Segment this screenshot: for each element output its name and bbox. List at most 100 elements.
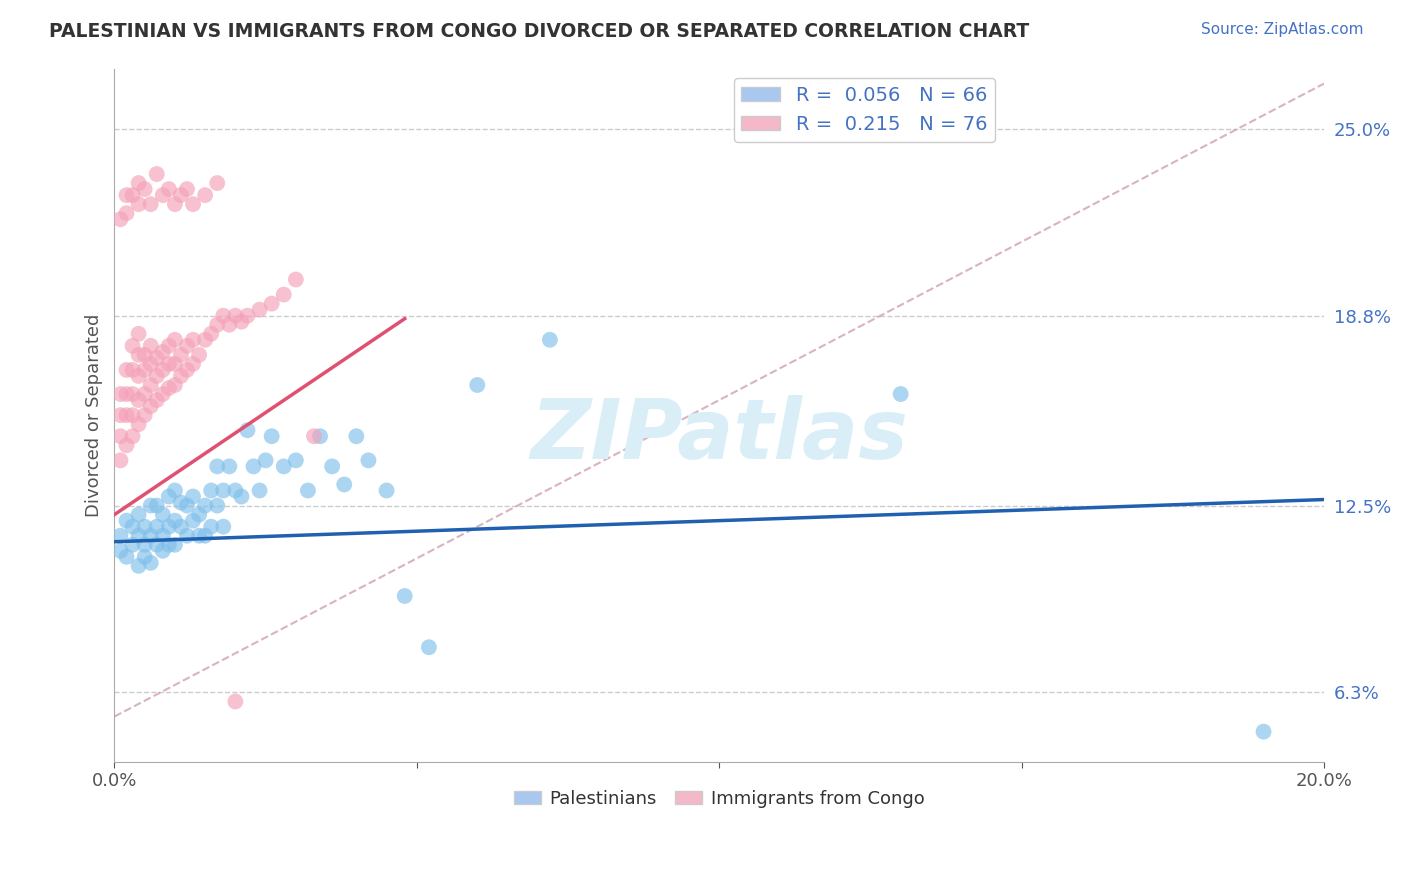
Point bbox=[212, 483, 235, 498]
Point bbox=[128, 348, 150, 362]
Point bbox=[145, 351, 167, 365]
Point bbox=[212, 519, 235, 533]
Point bbox=[242, 459, 264, 474]
Point bbox=[152, 508, 174, 522]
Point bbox=[236, 423, 259, 437]
Point bbox=[181, 333, 204, 347]
Point bbox=[465, 378, 488, 392]
Point bbox=[115, 363, 138, 377]
Point bbox=[273, 287, 295, 301]
Point bbox=[110, 212, 132, 227]
Point bbox=[134, 549, 156, 564]
Point bbox=[110, 387, 132, 401]
Point bbox=[152, 344, 174, 359]
Point bbox=[157, 381, 180, 395]
Point bbox=[139, 357, 162, 371]
Point bbox=[200, 483, 222, 498]
Point bbox=[176, 499, 198, 513]
Point bbox=[163, 514, 186, 528]
Point bbox=[200, 519, 222, 533]
Point bbox=[170, 519, 193, 533]
Point bbox=[357, 453, 380, 467]
Point bbox=[297, 483, 319, 498]
Point bbox=[273, 459, 295, 474]
Point bbox=[128, 558, 150, 573]
Point bbox=[128, 368, 150, 383]
Point bbox=[194, 499, 217, 513]
Point bbox=[152, 387, 174, 401]
Point bbox=[236, 309, 259, 323]
Point bbox=[128, 197, 150, 211]
Point bbox=[134, 519, 156, 533]
Point bbox=[139, 556, 162, 570]
Point bbox=[139, 378, 162, 392]
Point bbox=[302, 429, 325, 443]
Text: Source: ZipAtlas.com: Source: ZipAtlas.com bbox=[1201, 22, 1364, 37]
Point bbox=[115, 408, 138, 422]
Point bbox=[224, 309, 246, 323]
Point bbox=[115, 549, 138, 564]
Point bbox=[134, 538, 156, 552]
Point bbox=[218, 318, 240, 332]
Point bbox=[110, 543, 132, 558]
Point bbox=[128, 393, 150, 408]
Point bbox=[224, 483, 246, 498]
Point bbox=[181, 490, 204, 504]
Point bbox=[181, 514, 204, 528]
Point bbox=[176, 182, 198, 196]
Point bbox=[218, 459, 240, 474]
Point bbox=[170, 495, 193, 509]
Point bbox=[152, 363, 174, 377]
Point bbox=[176, 339, 198, 353]
Point bbox=[163, 357, 186, 371]
Point bbox=[188, 348, 211, 362]
Point bbox=[115, 514, 138, 528]
Point bbox=[249, 302, 271, 317]
Point bbox=[121, 188, 143, 202]
Point bbox=[152, 543, 174, 558]
Point bbox=[121, 519, 143, 533]
Point bbox=[333, 477, 356, 491]
Point bbox=[181, 197, 204, 211]
Point bbox=[163, 197, 186, 211]
Point bbox=[139, 339, 162, 353]
Point bbox=[128, 508, 150, 522]
Point bbox=[170, 368, 193, 383]
Point bbox=[207, 318, 229, 332]
Point bbox=[1253, 724, 1275, 739]
Point bbox=[110, 429, 132, 443]
Point bbox=[260, 296, 283, 310]
Point bbox=[249, 483, 271, 498]
Point bbox=[145, 393, 167, 408]
Point bbox=[163, 378, 186, 392]
Point bbox=[321, 459, 343, 474]
Point bbox=[115, 188, 138, 202]
Point bbox=[375, 483, 398, 498]
Point bbox=[121, 408, 143, 422]
Point bbox=[207, 176, 229, 190]
Point bbox=[121, 429, 143, 443]
Point bbox=[418, 640, 440, 655]
Point bbox=[145, 167, 167, 181]
Point bbox=[157, 538, 180, 552]
Legend: Palestinians, Immigrants from Congo: Palestinians, Immigrants from Congo bbox=[506, 782, 932, 815]
Point bbox=[115, 387, 138, 401]
Point bbox=[170, 348, 193, 362]
Point bbox=[110, 529, 132, 543]
Point bbox=[194, 333, 217, 347]
Point bbox=[134, 348, 156, 362]
Point bbox=[115, 438, 138, 452]
Point bbox=[128, 529, 150, 543]
Point bbox=[890, 387, 912, 401]
Point bbox=[145, 519, 167, 533]
Point bbox=[394, 589, 416, 603]
Point bbox=[152, 529, 174, 543]
Point bbox=[139, 529, 162, 543]
Point bbox=[121, 339, 143, 353]
Point bbox=[157, 182, 180, 196]
Point bbox=[134, 182, 156, 196]
Point bbox=[212, 309, 235, 323]
Text: PALESTINIAN VS IMMIGRANTS FROM CONGO DIVORCED OR SEPARATED CORRELATION CHART: PALESTINIAN VS IMMIGRANTS FROM CONGO DIV… bbox=[49, 22, 1029, 41]
Point bbox=[188, 529, 211, 543]
Point bbox=[284, 272, 307, 286]
